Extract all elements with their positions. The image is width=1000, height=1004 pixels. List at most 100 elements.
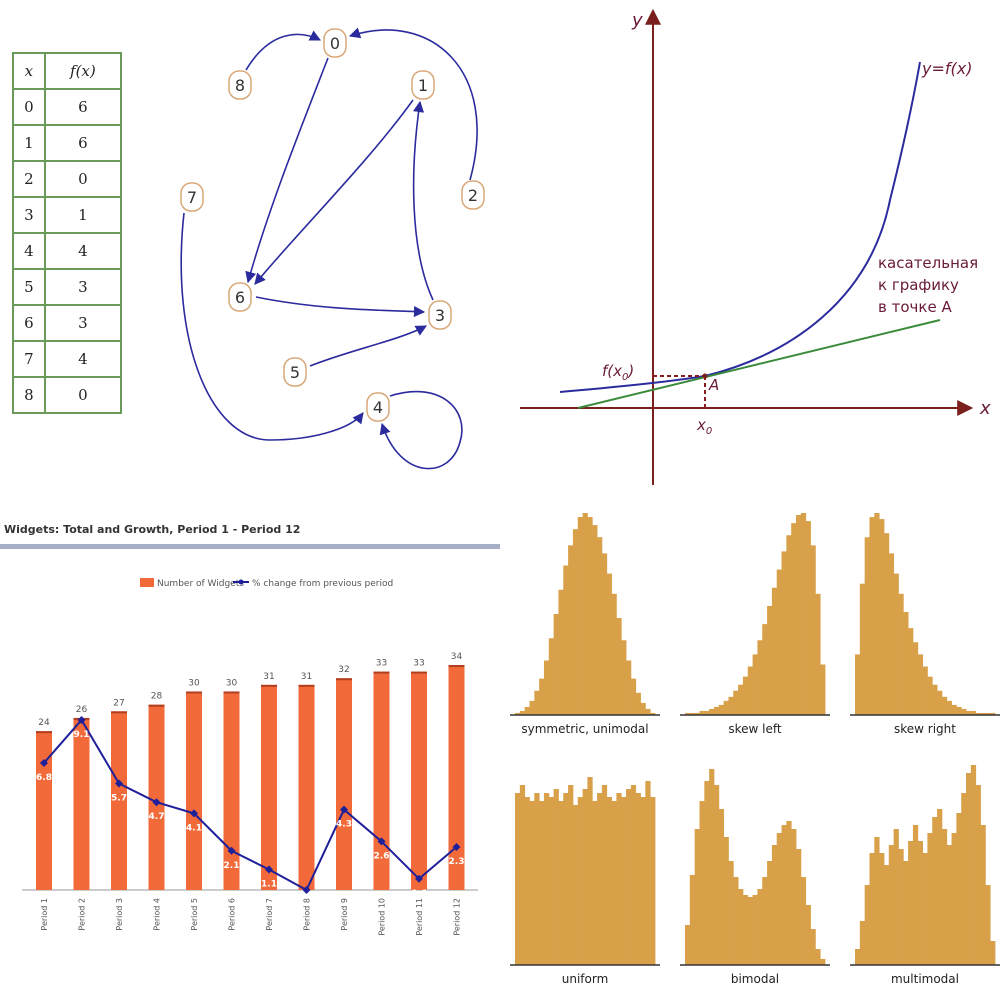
- graph-node-label: 3: [435, 306, 445, 325]
- growth-value-label: 2.3: [449, 857, 465, 867]
- histogram-bar: [534, 690, 540, 715]
- histogram-bar: [932, 684, 938, 715]
- widgets-bar: [298, 684, 315, 890]
- histogram-bar: [568, 785, 574, 965]
- widgets-bars: [36, 665, 465, 890]
- graph-node: 0: [323, 28, 347, 58]
- histogram-bar: [781, 551, 787, 715]
- histogram-bar: [515, 793, 521, 965]
- histogram-bar: [611, 801, 617, 965]
- histogram-bar: [975, 785, 981, 965]
- histogram-bar: [577, 797, 583, 965]
- widgets-bar-value: 32: [338, 665, 349, 675]
- histogram-bar: [912, 825, 919, 965]
- histogram-bar: [855, 654, 861, 715]
- histogram-bar: [742, 676, 749, 715]
- graph-node-label: 6: [235, 288, 245, 307]
- histogram-bar: [970, 765, 977, 965]
- histogram-bar: [946, 700, 952, 715]
- widgets-category-label: Period 2: [78, 898, 87, 931]
- histogram-bar: [733, 877, 739, 965]
- table-cell-x: 6: [12, 304, 46, 342]
- histogram-label: uniform: [562, 972, 609, 986]
- x-axis-label: x: [979, 398, 991, 419]
- table-cell-fx: 6: [43, 88, 123, 126]
- widgets-bar-value: 33: [376, 659, 387, 669]
- graph-node-label: 1: [418, 76, 428, 95]
- histogram-bar: [917, 654, 923, 715]
- histogram-bar: [762, 877, 768, 965]
- point-a-label: A: [708, 376, 719, 394]
- histogram-bar: [606, 797, 612, 965]
- histogram-bar: [597, 793, 603, 965]
- tangent-label-line-3: в точке A: [878, 298, 952, 316]
- growth-point: [340, 805, 348, 814]
- graph-edge: [180, 212, 364, 441]
- histogram-bar: [771, 845, 778, 965]
- histogram-bar: [961, 793, 967, 965]
- graph-node: 1: [411, 70, 435, 100]
- histogram-bar: [985, 885, 991, 965]
- histogram-bar: [611, 593, 617, 715]
- histogram-bar: [879, 853, 885, 965]
- histogram-bar: [786, 535, 792, 715]
- growth-point: [190, 809, 198, 818]
- histogram-bar: [752, 654, 758, 715]
- histogram-bar: [524, 797, 530, 965]
- histogram-bar: [606, 573, 612, 715]
- table-header-fx: f(x): [43, 52, 123, 90]
- x0-label: x0: [696, 416, 712, 437]
- table-cell-fx: 4: [43, 232, 123, 270]
- legend-line-label: % change from previous period: [252, 579, 393, 589]
- histogram: symmetric, unimodal: [510, 513, 660, 736]
- histogram-bar: [601, 785, 608, 965]
- growth-value-label: 4.1: [186, 823, 202, 833]
- histogram-bar: [616, 618, 622, 715]
- histogram-bar: [874, 837, 880, 965]
- histogram-bar: [723, 700, 729, 715]
- widgets-chart: Widgets: Total and Growth, Period 1 - Pe…: [0, 523, 500, 936]
- table-cell-fx: 0: [43, 376, 123, 414]
- histogram-bar: [810, 929, 816, 965]
- growth-point: [265, 865, 273, 874]
- histogram-bar: [946, 845, 952, 965]
- growth-value-label: 9.1: [74, 730, 90, 740]
- widgets-category-label: Period 12: [453, 898, 462, 936]
- title-rule: [0, 544, 500, 549]
- graph-node: 6: [228, 282, 252, 312]
- histogram-bar: [985, 712, 991, 715]
- table-cell-x: 7: [12, 340, 46, 378]
- histogram-bar: [553, 614, 559, 715]
- histogram-bar: [855, 949, 861, 965]
- widgets-bar: [223, 691, 240, 890]
- histogram-bar: [762, 624, 768, 715]
- histogram-bar: [917, 841, 923, 965]
- histogram-bar: [791, 829, 797, 965]
- histogram-bar: [524, 706, 530, 715]
- histogram-bar: [898, 593, 904, 715]
- histogram-bar: [645, 708, 651, 715]
- functional-graph: 0 1 2 3 4 5 6 7 8: [180, 27, 485, 470]
- histogram-bar: [805, 521, 811, 715]
- fx0-label-close: ): [627, 362, 634, 380]
- histogram-bar: [685, 712, 691, 715]
- widgets-category-label: Period 6: [228, 898, 237, 931]
- histogram-bar: [781, 825, 787, 965]
- widgets-bar: [411, 671, 427, 890]
- table-cell-fx: 3: [43, 304, 123, 342]
- y-axis-label: y: [631, 10, 643, 31]
- histogram-bar: [874, 513, 880, 715]
- histogram-bar: [699, 710, 705, 715]
- histogram-bar: [805, 905, 811, 965]
- histogram: skew left: [680, 513, 830, 736]
- histogram-bar: [815, 593, 821, 715]
- histogram-bar: [718, 809, 725, 965]
- widgets-bar: [36, 731, 52, 890]
- histogram-bar: [747, 897, 753, 965]
- point-a: [702, 373, 708, 379]
- histogram-bar: [980, 712, 986, 715]
- histogram-bar: [601, 553, 608, 715]
- widgets-bar: [373, 671, 390, 890]
- histogram-bar: [752, 895, 758, 965]
- legend-bar-swatch: [140, 578, 154, 587]
